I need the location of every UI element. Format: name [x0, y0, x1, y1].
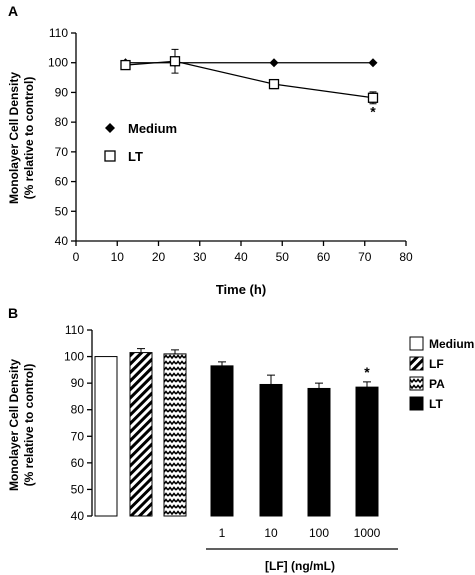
panel-a-y-axis-title: Monolayer Cell Density (% relative to co…	[7, 72, 36, 204]
panel-b-y-tick-label: 70	[71, 429, 85, 443]
legend-pa-swatch	[409, 376, 424, 391]
panel-b-x-tick-label: 1	[219, 526, 226, 540]
panel-b-y-axis-title-line2: (% relative to control)	[22, 364, 36, 487]
bar-lt-1	[210, 365, 234, 517]
bar-error-bar	[171, 349, 179, 354]
legend-lt-label: LT	[128, 149, 143, 164]
bar-error-bar	[137, 348, 145, 353]
bar-lt-1000	[355, 386, 379, 517]
panel-b-label: B	[8, 305, 18, 321]
panel-a-y-tick-label: 40	[55, 234, 69, 248]
panel-a-y-axis-title-line1: Monolayer Cell Density	[7, 72, 21, 204]
legend-pa-label: PA	[429, 377, 445, 391]
panel-b: B Monolayer Cell Density (% relative to …	[7, 305, 474, 573]
series-lt-point	[268, 78, 280, 90]
legend-lf-swatch	[409, 356, 424, 371]
legend-medium-label: Medium	[429, 337, 474, 351]
bar-pa	[163, 353, 187, 517]
panel-b-y-axis-title: Monolayer Cell Density (% relative to co…	[7, 359, 36, 491]
panel-a-x-tick-label: 10	[111, 250, 125, 264]
panel-b-y-tick-label: 80	[71, 403, 85, 417]
series-lt-point	[169, 56, 181, 67]
panel-b-y-tick-label: 100	[64, 350, 84, 364]
legend-lt-swatch	[409, 396, 424, 411]
panel-b-x-tick-label: 100	[309, 526, 329, 540]
panel-a-x-tick-label: 0	[73, 250, 80, 264]
panel-b-x-tick-label: 10	[264, 526, 278, 540]
legend-medium-swatch	[409, 336, 424, 351]
panel-b-y-tick-label: 90	[71, 376, 85, 390]
bar-error-bar	[363, 381, 371, 388]
series-medium-point	[368, 58, 378, 68]
panel-a-significance-marker: *	[370, 104, 376, 120]
bar-error-bar	[218, 361, 226, 366]
bar-error-bar	[315, 382, 323, 389]
panel-a-x-tick-label: 40	[234, 250, 248, 264]
panel-a-y-tick-label: 80	[55, 115, 69, 129]
panel-a-x-tick-label: 80	[399, 250, 413, 264]
panel-a: A Monolayer Cell Density (% relative to …	[7, 3, 413, 297]
panel-b-y-tick-label: 50	[71, 482, 85, 496]
panel-a-x-tick-label: 30	[193, 250, 207, 264]
panel-b-x-axis-title: [LF] (ng/mL)	[265, 559, 335, 573]
legend-lt-label: LT	[429, 397, 443, 411]
panel-a-x-tick-label: 50	[276, 250, 290, 264]
panel-b-y-tick-label: 60	[71, 456, 85, 470]
panel-a-y-tick-label: 100	[48, 56, 68, 70]
panel-b-significance-marker: *	[364, 364, 370, 380]
panel-a-x-tick-label: 70	[358, 250, 372, 264]
bar-error-bar	[267, 374, 275, 385]
panel-a-y-tick-label: 110	[49, 26, 68, 40]
panel-a-y-axis-title-line2: (% relative to control)	[22, 77, 36, 200]
legend-lf-label: LF	[429, 357, 444, 371]
legend-medium-marker	[105, 123, 115, 133]
panel-a-y-tick-label: 50	[55, 204, 69, 218]
legend-medium-label: Medium	[128, 121, 177, 136]
panel-a-y-tick-label: 90	[55, 85, 69, 99]
panel-a-x-axis-title: Time (h)	[216, 282, 266, 297]
panel-a-x-tick-label: 60	[317, 250, 331, 264]
panel-b-y-axis-title-line1: Monolayer Cell Density	[7, 359, 21, 491]
panel-a-y-tick-label: 70	[55, 145, 69, 159]
panel-b-y-tick-label: 40	[71, 509, 85, 523]
series-lt	[120, 48, 379, 105]
bar-lt-10	[259, 383, 283, 517]
panel-a-x-tick-label: 20	[152, 250, 166, 264]
series-medium-point	[269, 58, 279, 68]
panel-b-y-tick-label: 110	[65, 323, 84, 337]
series-lt-line	[125, 60, 374, 99]
series-lt-point	[120, 59, 131, 71]
bar-lt-100	[307, 387, 331, 517]
panel-a-y-tick-label: 60	[55, 175, 69, 189]
panel-a-label: A	[8, 3, 18, 19]
legend-lt-marker	[104, 150, 116, 162]
bar-lf	[129, 352, 153, 517]
bar-medium	[94, 356, 118, 517]
panel-b-x-tick-label: 1000	[354, 526, 381, 540]
series-lt-point	[367, 92, 379, 103]
